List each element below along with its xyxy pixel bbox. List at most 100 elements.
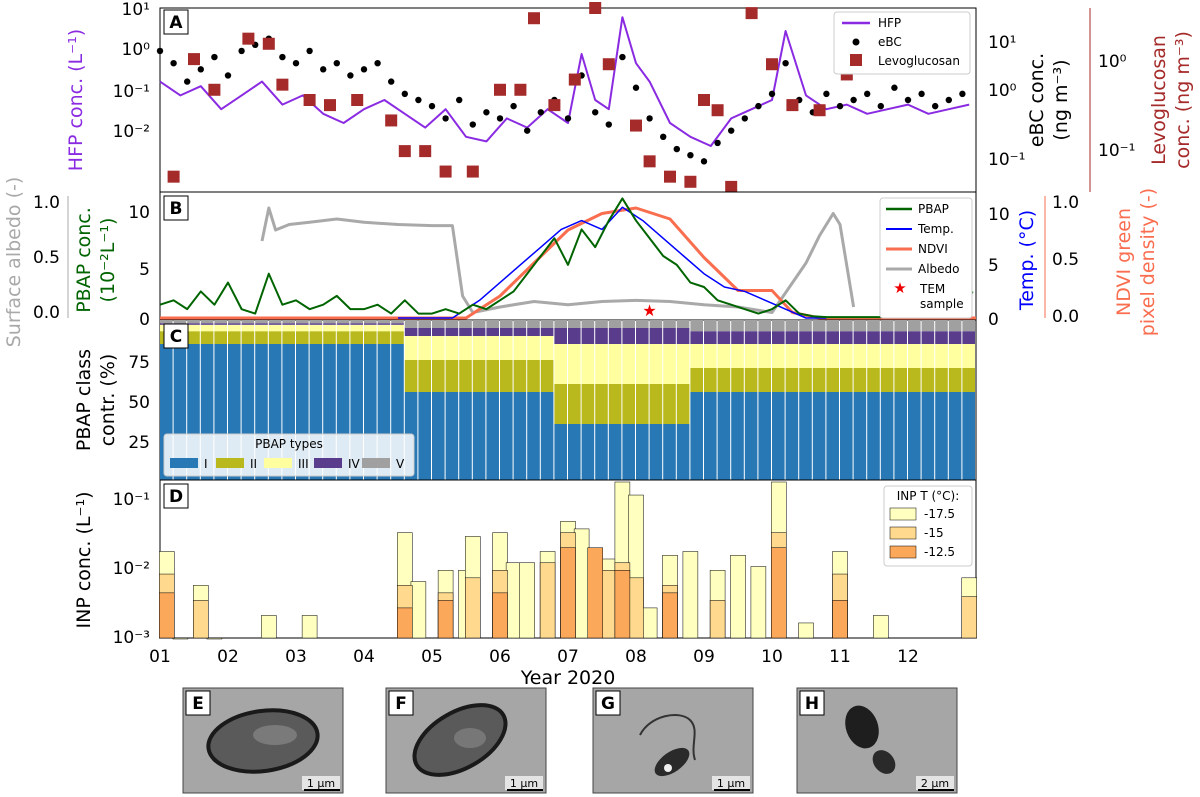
pbap-class-bar-16-III bbox=[377, 324, 391, 332]
x-tick-11: 11 bbox=[829, 647, 851, 667]
pbap-class-bar-41-I bbox=[717, 392, 731, 480]
ebc-point-39 bbox=[687, 152, 694, 159]
pbap-class-bar-9-V bbox=[282, 320, 295, 324]
x-tick-09: 09 bbox=[693, 647, 715, 667]
levoglucosan-point-29 bbox=[766, 58, 778, 71]
pbap-class-bar-22-II bbox=[459, 360, 472, 392]
pbap-class-bar-35-I bbox=[636, 424, 649, 480]
ebc-point-22 bbox=[456, 96, 463, 104]
ebc-point-15 bbox=[360, 66, 368, 73]
panel-c: C 25 50 75 PBAP class contr. (%) PBAP ty… bbox=[73, 319, 977, 481]
pbap-class-bar-51-II bbox=[853, 368, 867, 392]
ebc-point-3 bbox=[197, 66, 204, 73]
pbap-class-bar-58-III bbox=[948, 344, 962, 368]
x-tick-12: 12 bbox=[897, 647, 919, 667]
pbap-class-bar-47-II bbox=[799, 368, 812, 392]
pbap-class-bar-38-I bbox=[676, 424, 690, 480]
ebc-point-50 bbox=[836, 102, 844, 110]
pbap-class-bar-6-II bbox=[241, 331, 255, 344]
pbap-class-bar-55-V bbox=[908, 320, 921, 332]
pbap-class-bar-5-II bbox=[228, 331, 241, 344]
levoglucosan-point-3 bbox=[242, 32, 255, 45]
levoglucosan-point-12 bbox=[439, 165, 452, 178]
inp-bar--12.5-4 bbox=[560, 547, 576, 639]
pbap-class-bar-58-II bbox=[948, 368, 962, 392]
pbap-class-bar-36-IV bbox=[649, 328, 663, 344]
ebc-point-5 bbox=[224, 72, 232, 79]
inp-bar--15-8 bbox=[601, 570, 617, 639]
panel-b-legend: PBAP Temp. NDVI Albedo ★ TEM sample bbox=[879, 197, 973, 319]
micrograph-e-scale: 1 μm bbox=[307, 777, 335, 790]
pbap-class-bar-54-II bbox=[894, 368, 907, 392]
inp-bar--17.5-16 bbox=[573, 528, 590, 639]
d-legend-title: INP T (°C): bbox=[897, 489, 960, 503]
ebc-point-40 bbox=[700, 158, 708, 165]
panel-d: D 10⁻³ 10⁻² 10⁻¹ INP conc. (L⁻¹) INP T (… bbox=[73, 479, 977, 648]
ebc-point-33 bbox=[605, 121, 612, 128]
b-legend-temp: Temp. bbox=[917, 222, 954, 236]
levoglucosan-point-0 bbox=[167, 170, 180, 183]
ebc-point-45 bbox=[768, 90, 776, 98]
inp-bar--17.5-20 bbox=[641, 607, 658, 639]
pbap-class-bar-44-I bbox=[758, 392, 771, 480]
pbap-class-bar-49-V bbox=[826, 320, 839, 332]
pbap-class-bar-42-IV bbox=[731, 331, 744, 344]
b-legend-ndvi: NDVI bbox=[918, 242, 948, 256]
micrograph-e: E 1 μm bbox=[182, 687, 344, 794]
pbap-class-bar-28-III bbox=[540, 336, 554, 360]
pbap-class-bar-36-II bbox=[649, 384, 663, 424]
pbap-class-bar-50-III bbox=[840, 344, 853, 368]
panel-a-plot bbox=[156, 2, 970, 193]
series-pbap-line bbox=[159, 197, 974, 319]
pbap-class-bar-6-IV bbox=[241, 323, 255, 325]
pbap-class-bar-12-IV bbox=[323, 323, 336, 325]
micrograph-f: F 1 μm bbox=[385, 687, 547, 794]
x-tick-01: 01 bbox=[149, 647, 171, 667]
inp-bar--17.5-3 bbox=[206, 637, 223, 640]
a-ylabel-right1-line2: (ng m⁻³) bbox=[1050, 59, 1072, 140]
levoglucosan-point-4 bbox=[262, 37, 275, 50]
pbap-class-bar-17-V bbox=[391, 320, 404, 324]
pbap-class-bar-31-V bbox=[581, 320, 595, 328]
levoglucosan-point-15 bbox=[514, 83, 527, 96]
pbap-class-bar-28-IV bbox=[540, 328, 554, 336]
pbap-class-bar-33-I bbox=[608, 424, 622, 480]
pbap-class-bar-19-II bbox=[418, 360, 431, 392]
c-tick-3: 75 bbox=[128, 353, 150, 373]
x-tick-04: 04 bbox=[353, 647, 375, 667]
ebc-point-30 bbox=[564, 115, 572, 122]
pbap-class-bar-41-IV bbox=[717, 331, 731, 344]
panel-b-label: B bbox=[170, 199, 183, 219]
pbap-class-bar-9-III bbox=[282, 324, 295, 332]
b-right2-tick-1: 0.0 bbox=[1052, 307, 1079, 327]
levoglucosan-point-8 bbox=[351, 94, 364, 106]
pbap-class-bar-37-II bbox=[663, 384, 676, 424]
pbap-class-bar-23-V bbox=[472, 320, 486, 328]
pbap-class-bar-10-III bbox=[296, 324, 309, 332]
pbap-class-bar-15-III bbox=[364, 324, 377, 332]
pbap-class-bar-18-IV bbox=[404, 328, 418, 336]
a-right1-tick-2: 10⁰ bbox=[988, 81, 1017, 101]
d-legend-175: -17.5 bbox=[924, 507, 955, 521]
pbap-class-bar-6-III bbox=[241, 324, 255, 332]
pbap-class-bar-22-I bbox=[459, 392, 472, 480]
x-tick-08: 08 bbox=[625, 647, 647, 667]
b-ylabel-right2-line1: NDVI green bbox=[1113, 208, 1135, 316]
pbap-class-bar-44-II bbox=[758, 368, 771, 392]
pbap-class-bar-52-II bbox=[867, 368, 880, 392]
d-tick-1: 10⁻³ bbox=[113, 628, 150, 648]
pbap-class-bar-51-III bbox=[853, 344, 867, 368]
pbap-class-bar-32-I bbox=[595, 424, 608, 480]
inp-bar--17.5-13 bbox=[519, 562, 535, 639]
a-ylabel-right1-line1: eBC conc. bbox=[1026, 53, 1048, 147]
levoglucosan-point-13 bbox=[466, 165, 479, 178]
pbap-class-bar-45-II bbox=[772, 368, 785, 392]
pbap-class-bar-13-III bbox=[336, 324, 350, 332]
pbap-class-bar-39-IV bbox=[690, 331, 703, 344]
pbap-class-bar-12-III bbox=[323, 324, 336, 332]
pbap-class-bar-26-V bbox=[513, 320, 527, 328]
a-left-tick-1: 10⁻² bbox=[113, 122, 150, 142]
pbap-class-bar-4-III bbox=[214, 324, 227, 332]
pbap-class-bar-32-IV bbox=[595, 328, 608, 344]
